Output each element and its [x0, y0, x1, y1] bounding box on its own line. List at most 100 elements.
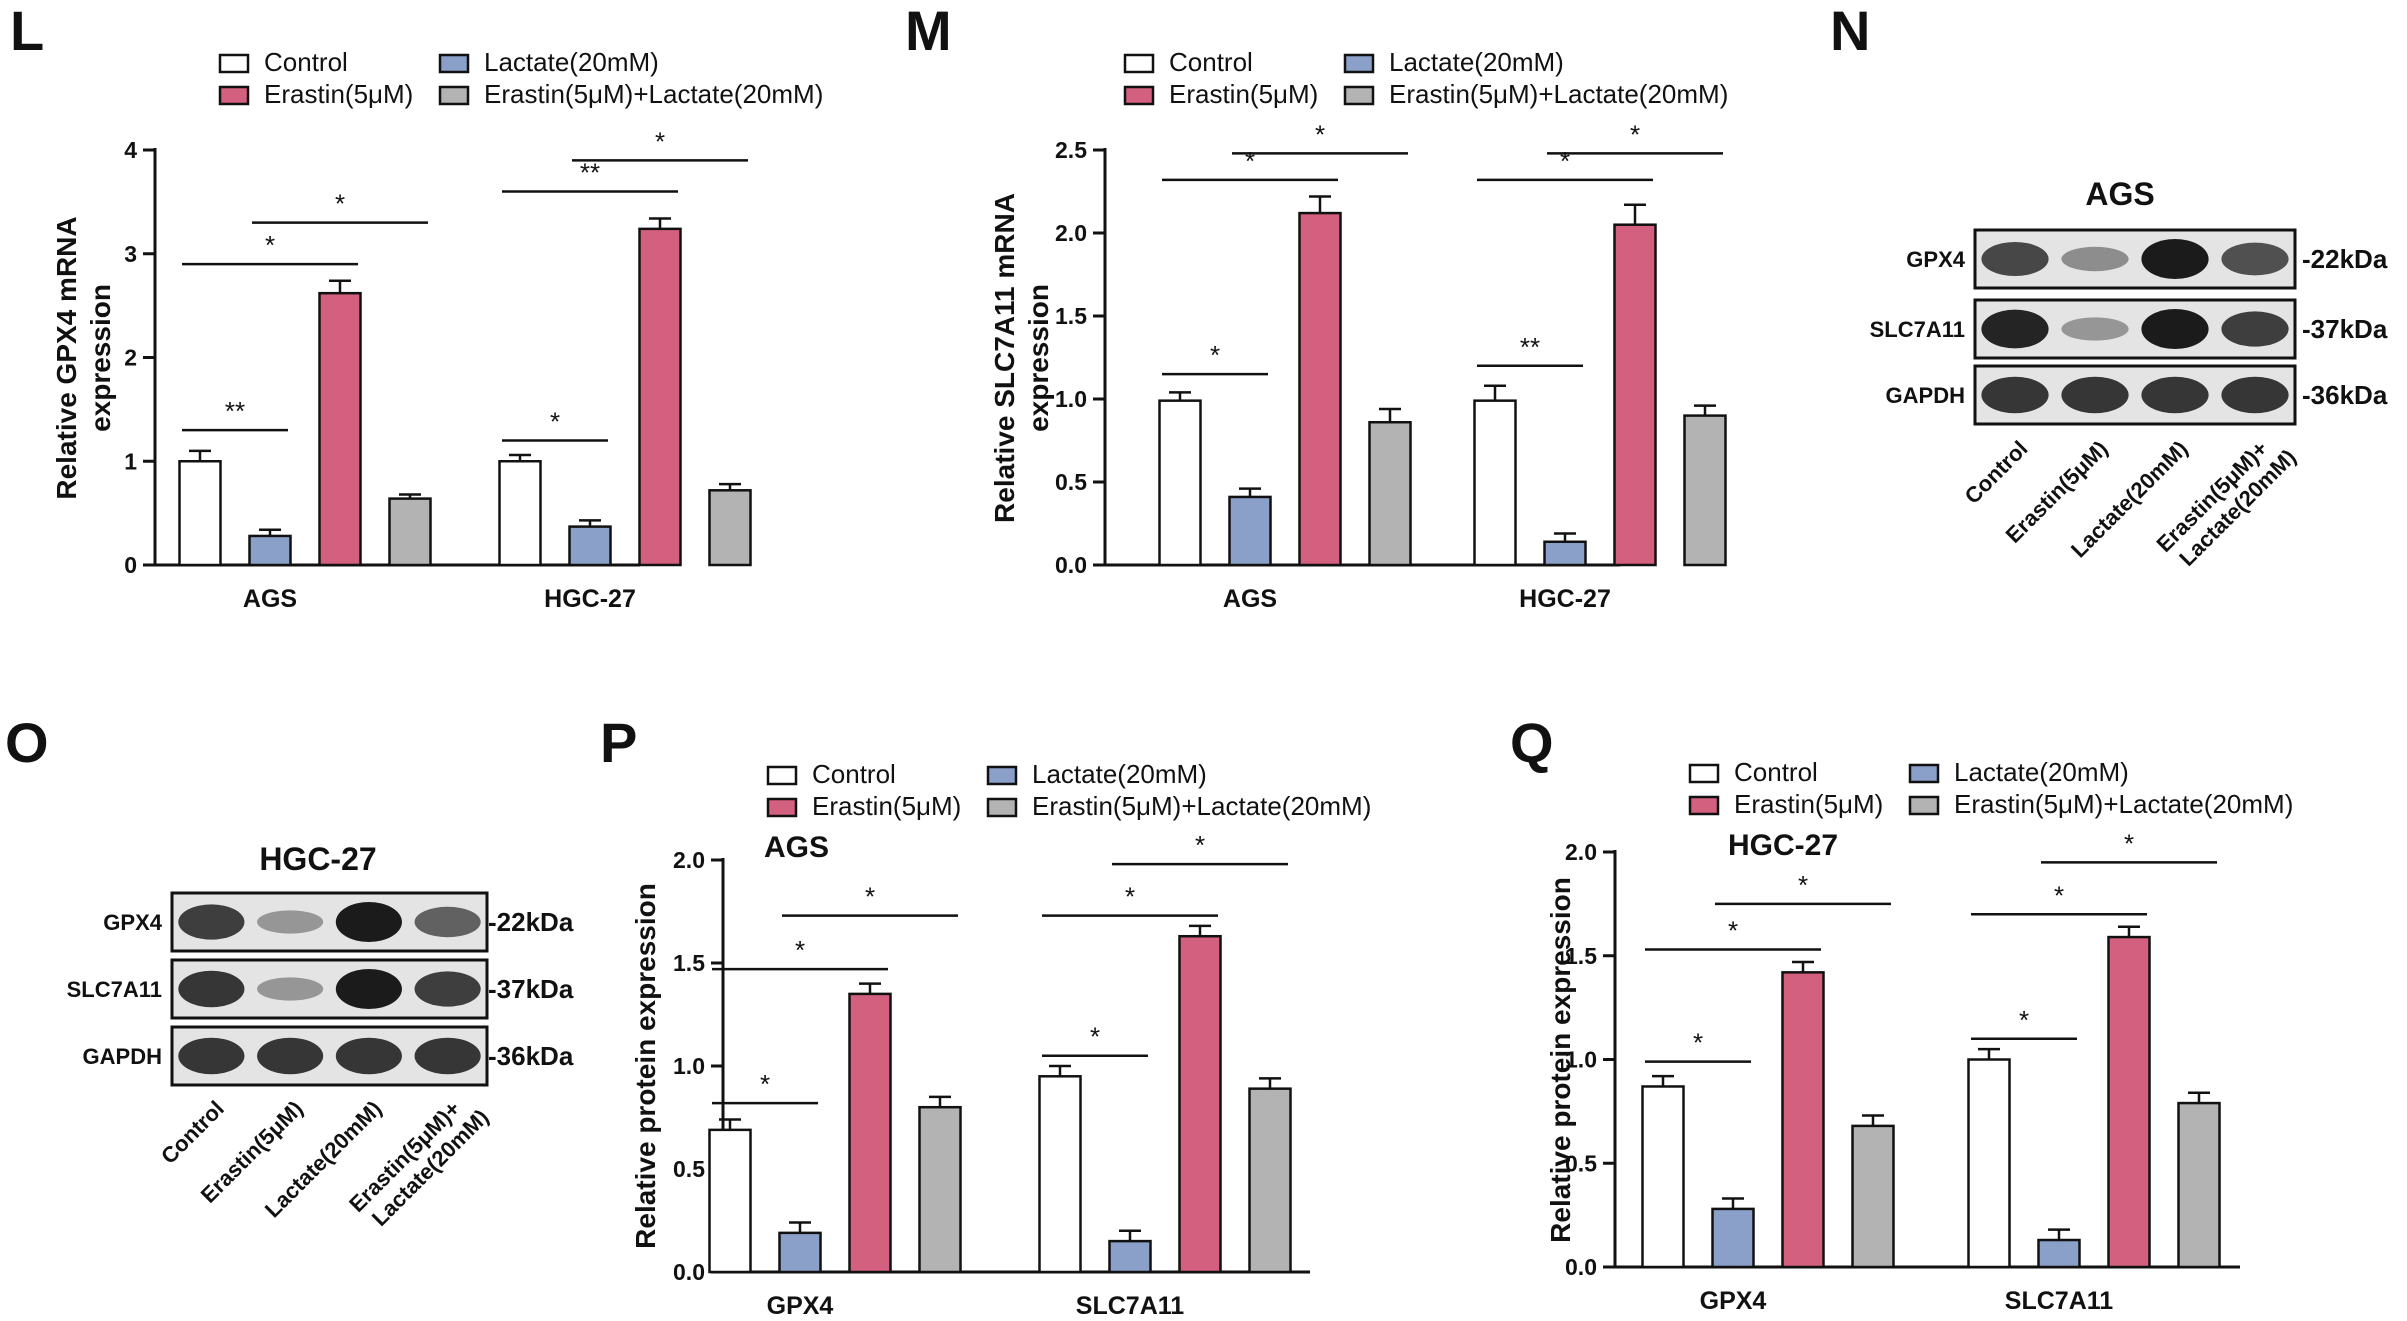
- blot-band: [257, 977, 324, 1001]
- x-tick-label: HGC-27: [544, 585, 636, 613]
- blot-band: [2221, 311, 2289, 347]
- significance-label: *: [2019, 1005, 2029, 1035]
- legend-entry: Control: [1734, 757, 1818, 787]
- legend-swatch: [1123, 85, 1155, 106]
- y-tick-label: 0.0: [1565, 1254, 1597, 1280]
- legend-entry: Control: [812, 759, 896, 789]
- blot-title: HGC-27: [259, 841, 376, 877]
- x-tick-label: SLC7A11: [1076, 1292, 1184, 1320]
- y-tick-label: 1.0: [673, 1053, 705, 1079]
- bar: [708, 489, 752, 567]
- legend-entry: Erastin(5μM): [1734, 789, 1883, 819]
- significance-label: *: [760, 1069, 770, 1099]
- blot-band: [178, 970, 245, 1008]
- blot-band: [414, 971, 481, 1007]
- x-tick-label: HGC-27: [1519, 585, 1611, 613]
- blot-lane-label: Control: [156, 1096, 229, 1169]
- legend-entry: Erastin(5μM): [1169, 79, 1318, 109]
- significance-label: *: [1560, 146, 1570, 176]
- blot-band: [414, 1037, 481, 1075]
- bar: [918, 1105, 962, 1274]
- significance-label: *: [1693, 1028, 1703, 1058]
- y-axis-label-line: Relative protein expression: [630, 883, 661, 1249]
- blot-band: [2221, 242, 2289, 276]
- y-tick-label: 1: [124, 448, 137, 474]
- y-tick-label: 2.0: [1565, 839, 1597, 865]
- bar: [498, 460, 542, 567]
- y-axis-label-line: Relative SLC7A11 mRNA: [989, 193, 1020, 523]
- panel-label: P: [600, 711, 637, 774]
- y-tick-label: 0.5: [1565, 1150, 1597, 1176]
- x-tick-label: AGS: [243, 585, 297, 613]
- significance-label: *: [2124, 828, 2134, 858]
- y-axis-label: Relative protein expression: [1545, 877, 1576, 1243]
- y-tick-label: 2.0: [1055, 220, 1087, 246]
- chart-panel-P: P Control Lactate(20mM) Erastin(5μM) Erastin…: [600, 711, 1371, 1320]
- blot-kda-label: -22kDa: [2302, 244, 2388, 274]
- blot-band: [335, 902, 402, 942]
- y-tick-label: 2.5: [1055, 137, 1087, 163]
- significance-label: *: [550, 407, 560, 437]
- y-tick-label: 4: [124, 137, 137, 163]
- legend-entry: Erastin(5μM)+Lactate(20mM): [484, 79, 823, 109]
- y-tick-label: 1.5: [1565, 943, 1597, 969]
- y-tick-label: 1.5: [1055, 303, 1087, 329]
- y-tick-label: 1.5: [673, 950, 705, 976]
- significance-label: **: [580, 158, 600, 188]
- blot-row-label: GAPDH: [1886, 383, 1965, 408]
- blot-band: [1981, 376, 2049, 414]
- blot-title: AGS: [2085, 176, 2154, 212]
- y-axis-label: Relative SLC7A11 mRNA expression: [989, 193, 1054, 523]
- y-tick-label: 0.0: [1055, 552, 1087, 578]
- significance-label: *: [655, 126, 665, 156]
- blot-band: [178, 904, 245, 940]
- bar: [318, 291, 362, 567]
- blot-panel-N: N AGS GPX4 -22kDa SLC7A11 -37kDa GAPDH -36kDa Co…: [1830, 0, 2388, 571]
- legend-swatch: [986, 765, 1018, 786]
- significance-label: *: [1090, 1022, 1100, 1052]
- legend-swatch: [1343, 53, 1375, 74]
- blot-row-label: SLC7A11: [1870, 317, 1965, 342]
- legend-swatch: [218, 53, 250, 74]
- legend-swatch: [986, 797, 1018, 818]
- legend-swatch: [218, 85, 250, 106]
- blot-band: [2221, 376, 2289, 414]
- y-tick-label: 1.0: [1055, 386, 1087, 412]
- y-tick-label: 0.5: [673, 1156, 705, 1182]
- legend-entry: Erastin(5μM): [264, 79, 413, 109]
- x-tick-label: AGS: [1223, 585, 1277, 613]
- significance-label: *: [1195, 830, 1205, 860]
- chart-inset-title: HGC-27: [1728, 829, 1838, 862]
- bar: [1178, 934, 1222, 1274]
- bar: [178, 460, 222, 567]
- chart-panel-Q: Q Control Lactate(20mM) Erastin(5μM) Erastin…: [1510, 711, 2293, 1315]
- y-tick-label: 0.5: [1055, 469, 1087, 495]
- bar: [568, 525, 612, 567]
- significance-label: *: [1798, 870, 1808, 900]
- bar: [248, 534, 292, 567]
- y-tick-label: 2: [124, 345, 137, 371]
- bar: [1108, 1239, 1152, 1274]
- blot-band: [2061, 317, 2129, 341]
- blot-band: [2061, 246, 2129, 272]
- legend-swatch: [438, 85, 470, 106]
- blot-band: [1981, 242, 2049, 276]
- legend-entry: Erastin(5μM)+Lactate(20mM): [1954, 789, 2293, 819]
- blot-lane-label-line: Control: [156, 1096, 229, 1169]
- legend-swatch: [1343, 85, 1375, 106]
- blot-band: [178, 1037, 245, 1075]
- significance-label: *: [865, 882, 875, 912]
- significance-label: *: [1728, 916, 1738, 946]
- significance-label: *: [1630, 119, 1640, 149]
- legend-swatch: [1688, 763, 1720, 784]
- blot-lane-label-line: Control: [1960, 436, 2033, 509]
- y-axis-label: Relative protein expression: [630, 883, 661, 1249]
- bar: [2037, 1238, 2081, 1269]
- panel-label: N: [1830, 0, 1870, 62]
- y-tick-label: 0: [124, 552, 137, 578]
- bar: [1158, 399, 1202, 567]
- bar: [1641, 1085, 1685, 1269]
- bar: [848, 992, 892, 1274]
- blot-band: [335, 969, 402, 1009]
- legend-entry: Control: [264, 47, 348, 77]
